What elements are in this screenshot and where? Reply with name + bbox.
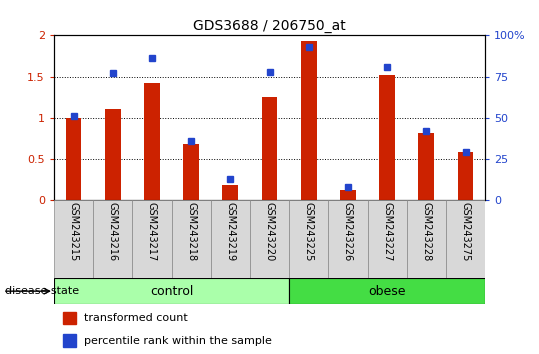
Text: percentile rank within the sample: percentile rank within the sample xyxy=(84,336,272,346)
Bar xyxy=(183,144,199,200)
Text: GSM243225: GSM243225 xyxy=(303,202,314,262)
Bar xyxy=(223,185,238,200)
Bar xyxy=(211,200,250,278)
Text: obese: obese xyxy=(368,285,406,298)
Bar xyxy=(458,152,473,200)
Bar xyxy=(446,200,485,278)
Text: GSM243215: GSM243215 xyxy=(68,202,79,262)
Bar xyxy=(261,97,278,200)
Bar xyxy=(144,83,160,200)
Text: transformed count: transformed count xyxy=(84,313,188,323)
Bar xyxy=(93,200,132,278)
Bar xyxy=(301,41,316,200)
Bar xyxy=(105,109,121,200)
Bar xyxy=(250,200,289,278)
Title: GDS3688 / 206750_at: GDS3688 / 206750_at xyxy=(193,19,346,33)
Text: control: control xyxy=(150,285,193,298)
Text: disease state: disease state xyxy=(5,286,80,296)
Bar xyxy=(289,200,328,278)
Text: GSM243218: GSM243218 xyxy=(186,202,196,262)
Bar xyxy=(54,200,93,278)
Text: GSM243275: GSM243275 xyxy=(460,202,471,262)
Bar xyxy=(379,75,395,200)
Text: GSM243216: GSM243216 xyxy=(108,202,118,262)
Bar xyxy=(54,278,289,304)
Bar xyxy=(171,200,211,278)
Bar xyxy=(368,200,407,278)
Text: GSM243217: GSM243217 xyxy=(147,202,157,262)
Bar xyxy=(63,334,77,347)
Text: GSM243226: GSM243226 xyxy=(343,202,353,262)
Bar xyxy=(66,118,81,200)
Bar xyxy=(340,190,356,200)
Bar xyxy=(407,200,446,278)
Text: GSM243227: GSM243227 xyxy=(382,202,392,262)
Bar xyxy=(63,312,77,324)
Text: GSM243219: GSM243219 xyxy=(225,202,236,262)
Text: GSM243228: GSM243228 xyxy=(421,202,431,262)
Bar xyxy=(289,278,485,304)
Text: GSM243220: GSM243220 xyxy=(265,202,274,262)
Bar xyxy=(132,200,171,278)
Bar xyxy=(418,132,434,200)
Bar xyxy=(328,200,368,278)
